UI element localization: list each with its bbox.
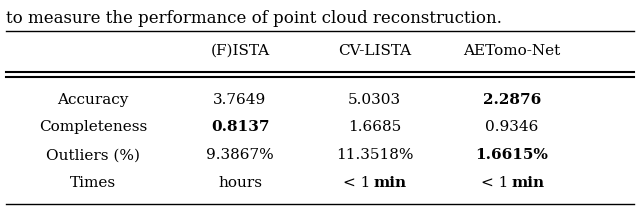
Text: 3.7649: 3.7649: [213, 93, 267, 107]
Text: 1.6685: 1.6685: [348, 120, 401, 134]
Text: hours: hours: [218, 176, 262, 190]
Text: Accuracy: Accuracy: [57, 93, 129, 107]
Text: 1.6615%: 1.6615%: [476, 148, 548, 162]
Text: 2.2876: 2.2876: [483, 93, 541, 107]
Text: to measure the performance of point cloud reconstruction.: to measure the performance of point clou…: [6, 10, 502, 26]
Text: 11.3518%: 11.3518%: [335, 148, 413, 162]
Text: 0.8137: 0.8137: [211, 120, 269, 134]
Text: < 1: < 1: [344, 176, 374, 190]
Text: (F)ISTA: (F)ISTA: [211, 44, 269, 58]
Text: 0.9346: 0.9346: [485, 120, 539, 134]
Text: min: min: [374, 176, 407, 190]
Text: < 1: < 1: [481, 176, 511, 190]
Text: Completeness: Completeness: [38, 120, 147, 134]
Text: CV-LISTA: CV-LISTA: [338, 44, 411, 58]
Text: Outliers (%): Outliers (%): [46, 148, 140, 162]
Text: min: min: [511, 176, 545, 190]
Text: Times: Times: [70, 176, 116, 190]
Text: 5.0303: 5.0303: [348, 93, 401, 107]
Text: 9.3867%: 9.3867%: [206, 148, 274, 162]
Text: AETomo-Net: AETomo-Net: [463, 44, 561, 58]
